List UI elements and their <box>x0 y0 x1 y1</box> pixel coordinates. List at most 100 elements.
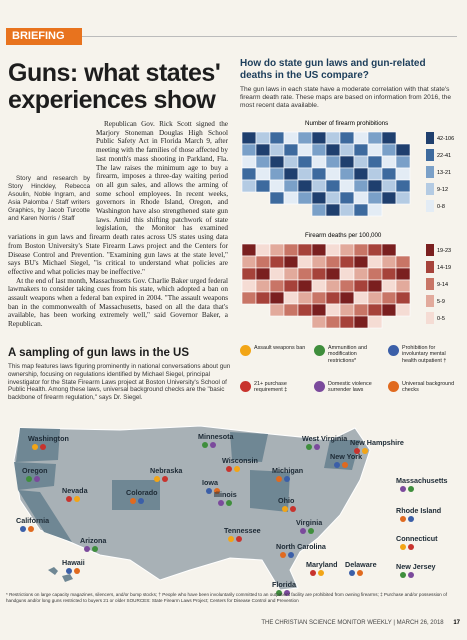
icon-legend: Assault weapons ban Ammunition and modifi… <box>240 345 462 417</box>
legend-text: Domestic violence surrender laws <box>328 381 372 394</box>
state-cell <box>297 155 313 169</box>
us-choropleth <box>241 131 411 217</box>
state-cell <box>311 179 327 193</box>
legend-label: 13-21 <box>437 170 451 176</box>
state-cell <box>381 131 397 145</box>
state-cell <box>353 315 369 329</box>
state-cell <box>353 143 369 157</box>
legend-swatch <box>426 295 434 307</box>
state-cell <box>381 155 397 169</box>
state-cell <box>241 255 257 269</box>
state-cell <box>381 279 397 293</box>
state-label: Florida <box>272 580 296 589</box>
state-cell <box>255 155 271 169</box>
headline: Guns: what states' experiences show <box>8 59 221 114</box>
state-cell <box>311 155 327 169</box>
state-cell <box>395 255 411 269</box>
publication: THE CHRISTIAN SCIENCE MONITOR WEEKLY <box>261 620 392 626</box>
state-label: Arizona <box>80 536 107 545</box>
state-cell <box>241 143 257 157</box>
paragraph: Story and research by Story Hinckley, Re… <box>8 120 228 277</box>
legend-swatch <box>426 278 434 290</box>
state-cell <box>367 291 383 305</box>
state-cell <box>325 243 341 257</box>
footnotes: * Restrictions on large capacity magazin… <box>6 592 461 603</box>
state-cell <box>255 179 271 193</box>
legend-swatch <box>426 166 434 178</box>
state-shapes <box>14 428 360 542</box>
map-shape <box>13 425 371 591</box>
state-cell <box>269 191 285 205</box>
state-cell <box>283 255 299 269</box>
state-cell <box>269 243 285 257</box>
graphic-description: The gun laws in each state have a modera… <box>240 86 451 109</box>
state-cell <box>325 279 341 293</box>
hawaii-shape <box>48 567 73 582</box>
state-cell <box>269 291 285 305</box>
state-cell <box>381 191 397 205</box>
page-footer: THE CHRISTIAN SCIENCE MONITOR WEEKLY | M… <box>261 620 460 626</box>
state-label: Rhode Island <box>396 506 442 515</box>
state-cell <box>255 243 271 257</box>
state-cell <box>353 179 369 193</box>
state-cell <box>367 267 383 281</box>
state-cell <box>381 267 397 281</box>
state-label: Connecticut <box>396 534 438 543</box>
state-cell <box>325 267 341 281</box>
state-cell <box>269 255 285 269</box>
legend-label: 9-12 <box>437 187 448 193</box>
section-tag: BRIEFING <box>6 28 82 45</box>
law-icon <box>400 544 406 550</box>
us-choropleth <box>241 243 411 329</box>
state-cell <box>325 155 341 169</box>
law-icon <box>408 572 414 578</box>
state-cell <box>255 143 271 157</box>
section-description: This map features laws figuring prominen… <box>8 363 231 402</box>
law-icon <box>66 496 72 502</box>
law-icon <box>92 546 98 552</box>
state-cell <box>339 279 355 293</box>
state-cell <box>325 167 341 181</box>
state-cell <box>339 155 355 169</box>
legend-swatch <box>426 183 434 195</box>
state-cell <box>269 303 285 317</box>
legend-icon <box>314 381 325 392</box>
legend-label: 14-19 <box>437 265 451 271</box>
legend-icon <box>314 345 325 356</box>
law-icon <box>280 552 286 558</box>
state-cell <box>381 291 397 305</box>
law-icon <box>206 488 212 494</box>
state-cell <box>353 191 369 205</box>
state-cell <box>241 167 257 181</box>
legend-icon <box>240 381 251 392</box>
state-cell <box>297 279 313 293</box>
law-icon <box>228 536 234 542</box>
legend-icon <box>388 381 399 392</box>
state-cell <box>297 243 313 257</box>
section-title: A sampling of gun laws in the US <box>8 347 190 359</box>
legend-swatch <box>426 312 434 324</box>
state-label: Washington <box>28 434 69 443</box>
state-cell <box>339 131 355 145</box>
state-cell <box>241 279 257 293</box>
paragraph: At the end of last month, Massachusetts … <box>8 276 228 329</box>
state-cell <box>283 303 299 317</box>
law-icon <box>282 506 288 512</box>
state-cell <box>241 267 257 281</box>
state-cell <box>325 303 341 317</box>
state-cell <box>311 267 327 281</box>
law-icon <box>362 448 368 454</box>
state-cell <box>255 131 271 145</box>
legend-icon <box>240 345 251 356</box>
state-label: Colorado <box>126 488 158 497</box>
state-label: Wisconsin <box>222 456 258 465</box>
state-label: Virginia <box>296 518 323 527</box>
state-cell <box>283 243 299 257</box>
legend-text: Prohibition for involuntary mental healt… <box>402 345 447 364</box>
law-map: Washington Oregon California Nevada Arizona C… <box>0 420 467 596</box>
law-icon <box>34 476 40 482</box>
state-label: Michigan <box>272 466 304 475</box>
state-cell <box>241 131 257 145</box>
state-cell <box>395 267 411 281</box>
